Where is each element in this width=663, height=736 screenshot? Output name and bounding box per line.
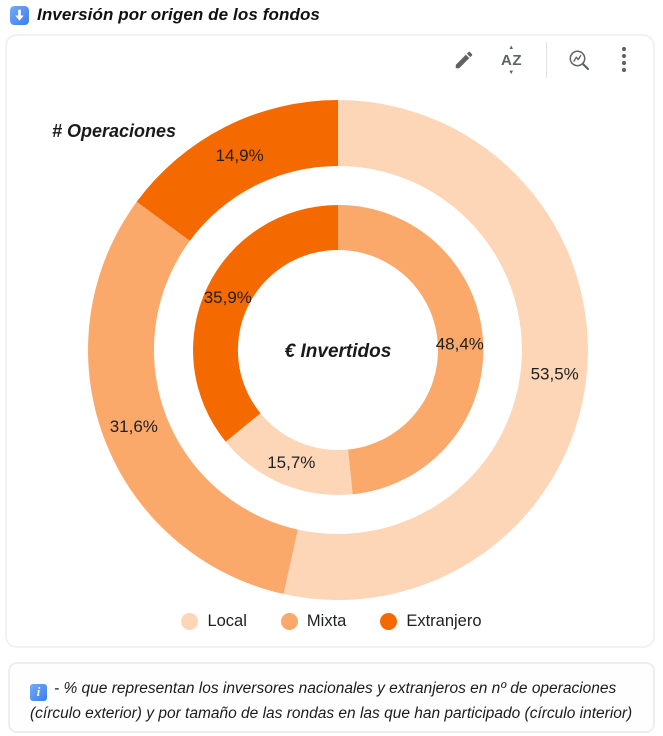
- kebab-dots-icon: [621, 46, 627, 73]
- info-icon: i: [30, 684, 47, 701]
- legend-label-mixta: Mixta: [306, 612, 347, 630]
- donut-label-outer-mixta: 31,6%: [110, 417, 158, 436]
- legend-swatch-local: [181, 613, 199, 630]
- legend-label-extranjero: Extranjero: [406, 612, 482, 630]
- donut-chart: 53,5% 31,6% 14,9% 48,4% 15,7% 35,9%: [88, 100, 588, 600]
- chart-toolbar: ▲ AZ ▼: [449, 41, 637, 79]
- caret-up-icon: ▲: [508, 44, 515, 51]
- magnifier-chart-icon: [569, 50, 590, 71]
- donut-segment-inner-local[interactable]: [225, 413, 353, 496]
- legend-label-local: Local: [207, 612, 247, 630]
- donut-segment-inner-mixta[interactable]: [338, 204, 484, 495]
- more-options-button[interactable]: [611, 41, 637, 79]
- legend-item-mixta[interactable]: Mixta: [280, 612, 347, 631]
- donut-label-inner-mixta: 48,4%: [436, 334, 484, 353]
- outer-ring-label: # Operaciones: [52, 121, 177, 141]
- caret-down-icon: ▼: [508, 69, 515, 76]
- legend-item-extranjero[interactable]: Extranjero: [380, 612, 482, 631]
- inner-ring-label: € Invertidos: [284, 341, 392, 362]
- donut-segment-inner-extranjero[interactable]: [193, 205, 338, 442]
- page-title: Inversión por origen de los fondos: [37, 5, 320, 24]
- az-letters: AZ: [501, 51, 522, 69]
- donut-label-outer-extranjero: 14,9%: [215, 146, 263, 165]
- legend-item-local[interactable]: Local: [181, 612, 247, 631]
- sort-alpha-icon: ▲ AZ ▼: [499, 44, 524, 76]
- footnote-line2: (círculo exterior) y por tamaño de las r…: [30, 705, 633, 722]
- donut-segment-outer-extranjero[interactable]: [136, 100, 338, 241]
- legend-swatch-extranjero: [380, 613, 398, 630]
- chart-legend: Local Mixta Extranjero: [0, 612, 663, 631]
- donut-segment-outer-mixta[interactable]: [88, 201, 298, 595]
- sort-alpha-button[interactable]: ▲ AZ ▼: [495, 43, 528, 78]
- footnote: i - % que representan los inversores naci…: [8, 662, 655, 733]
- legend-swatch-mixta: [280, 613, 298, 630]
- donut-label-outer-local: 53,5%: [531, 364, 579, 383]
- toolbar-divider: [546, 42, 547, 78]
- zoom-chart-button[interactable]: [563, 44, 595, 76]
- pencil-icon: [455, 51, 473, 69]
- footnote-line1: - % que representan los inversores nacio…: [54, 680, 617, 697]
- donut-label-inner-extranjero: 35,9%: [204, 288, 252, 307]
- edit-pencil-button[interactable]: [449, 45, 479, 75]
- donut-segment-outer-local[interactable]: [283, 100, 588, 600]
- donut-label-inner-local: 15,7%: [267, 453, 315, 472]
- download-arrow-icon: [10, 5, 29, 25]
- widget-header: Inversión por origen de los fondos: [10, 5, 320, 25]
